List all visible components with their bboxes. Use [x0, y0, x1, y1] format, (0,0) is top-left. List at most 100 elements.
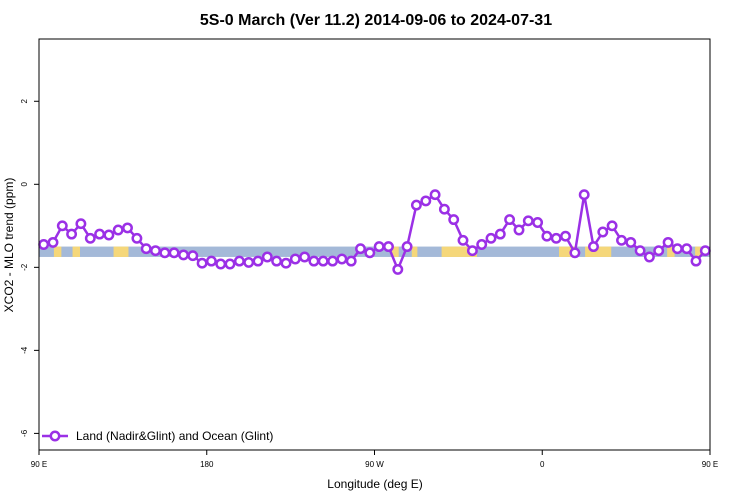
- data-point: [476, 239, 488, 250]
- data-point: [94, 228, 106, 240]
- data-point: [159, 247, 171, 259]
- data-point: [75, 218, 87, 230]
- data-point: [205, 255, 217, 267]
- data-point: [578, 189, 590, 201]
- legend: Land (Nadir&Glint) and Ocean (Glint): [42, 429, 273, 443]
- y-tick-label: -6: [20, 429, 29, 437]
- data-point: [448, 214, 460, 226]
- data-point: [606, 220, 618, 232]
- data-point: [485, 232, 497, 244]
- data-point: [466, 245, 478, 257]
- data-point: [690, 255, 702, 267]
- data-point: [532, 217, 544, 228]
- data-point: [410, 199, 422, 211]
- data-point: [56, 220, 68, 232]
- data-point: [336, 253, 348, 265]
- data-point: [187, 250, 199, 262]
- legend-marker-swatch: [49, 430, 61, 442]
- data-point: [289, 253, 301, 265]
- land-segment: [695, 246, 701, 257]
- data-point: [699, 245, 711, 257]
- data-point: [112, 224, 124, 236]
- data-point: [66, 228, 78, 240]
- land-segment: [113, 246, 129, 257]
- data-point: [401, 241, 413, 253]
- land-segment: [585, 246, 612, 257]
- data-point: [429, 189, 441, 201]
- data-point: [392, 263, 404, 275]
- data-point: [215, 258, 227, 270]
- data-point: [420, 195, 432, 207]
- x-tick-label: 180: [200, 460, 214, 469]
- data-point: [140, 243, 152, 255]
- data-point: [178, 249, 189, 261]
- data-point: [634, 245, 646, 257]
- y-axis-label: XCO2 - MLO trend (ppm): [2, 178, 16, 313]
- y-tick-label: -2: [20, 263, 29, 271]
- data-point: [327, 255, 339, 267]
- data-point: [588, 241, 599, 253]
- data-point: [150, 245, 161, 257]
- land-segment: [391, 246, 399, 257]
- data-point: [364, 247, 376, 259]
- data-point: [541, 230, 553, 242]
- x-tick-label: 90 W: [365, 460, 384, 469]
- chart-title: 5S-0 March (Ver 11.2) 2014-09-06 to 2024…: [200, 12, 552, 29]
- data-point: [122, 222, 133, 234]
- data-point: [550, 232, 562, 244]
- data-point: [569, 247, 581, 259]
- data-point: [494, 228, 506, 240]
- land-segment: [53, 246, 62, 257]
- data-point: [47, 236, 59, 248]
- data-point: [522, 215, 534, 227]
- data-point: [625, 236, 637, 248]
- data-point: [681, 243, 693, 255]
- data-point: [345, 255, 357, 267]
- axes: 90 E 180 90 W 0 90 E 2 0 -2 -4 -6: [20, 98, 718, 469]
- data-point: [38, 239, 50, 250]
- data-point: [84, 232, 96, 244]
- data-point: [616, 234, 627, 246]
- data-point: [233, 255, 245, 267]
- data-point: [168, 247, 180, 259]
- data-point: [317, 255, 329, 267]
- data-point: [103, 229, 115, 241]
- y-tick-label: -4: [20, 346, 29, 354]
- legend-label: Land (Nadir&Glint) and Ocean (Glint): [76, 429, 273, 443]
- data-point: [224, 258, 236, 270]
- data-point: [643, 251, 655, 263]
- data-point: [653, 245, 665, 257]
- data-point: [438, 203, 450, 215]
- y-tick-label: 2: [20, 98, 29, 103]
- land-segment: [72, 246, 81, 257]
- data-point: [131, 232, 143, 244]
- data-point: [504, 214, 516, 226]
- data-point: [299, 251, 311, 263]
- data-point: [271, 255, 283, 267]
- x-tick-label: 90 E: [31, 460, 47, 469]
- x-axis-label: Longitude (deg E): [327, 477, 422, 491]
- data-point: [243, 256, 255, 268]
- data-point: [355, 243, 366, 255]
- data-point: [308, 255, 320, 267]
- data-point: [457, 234, 469, 246]
- data-point: [373, 241, 385, 253]
- x-tick-label: 90 E: [702, 460, 718, 469]
- data-point: [252, 255, 264, 267]
- data-point: [597, 226, 609, 238]
- data-point: [513, 224, 525, 236]
- data-point: [196, 257, 208, 269]
- land-segment: [441, 246, 478, 257]
- data-point: [560, 230, 571, 242]
- data-point: [383, 241, 394, 253]
- plot-area: [38, 189, 711, 275]
- data-point: [280, 257, 292, 269]
- data-point: [261, 251, 273, 263]
- data-point: [662, 236, 674, 248]
- data-point: [671, 243, 683, 255]
- land-segment: [667, 246, 675, 257]
- x-tick-label: 0: [540, 460, 545, 469]
- land-segment: [411, 246, 418, 257]
- land-segment: [559, 246, 576, 257]
